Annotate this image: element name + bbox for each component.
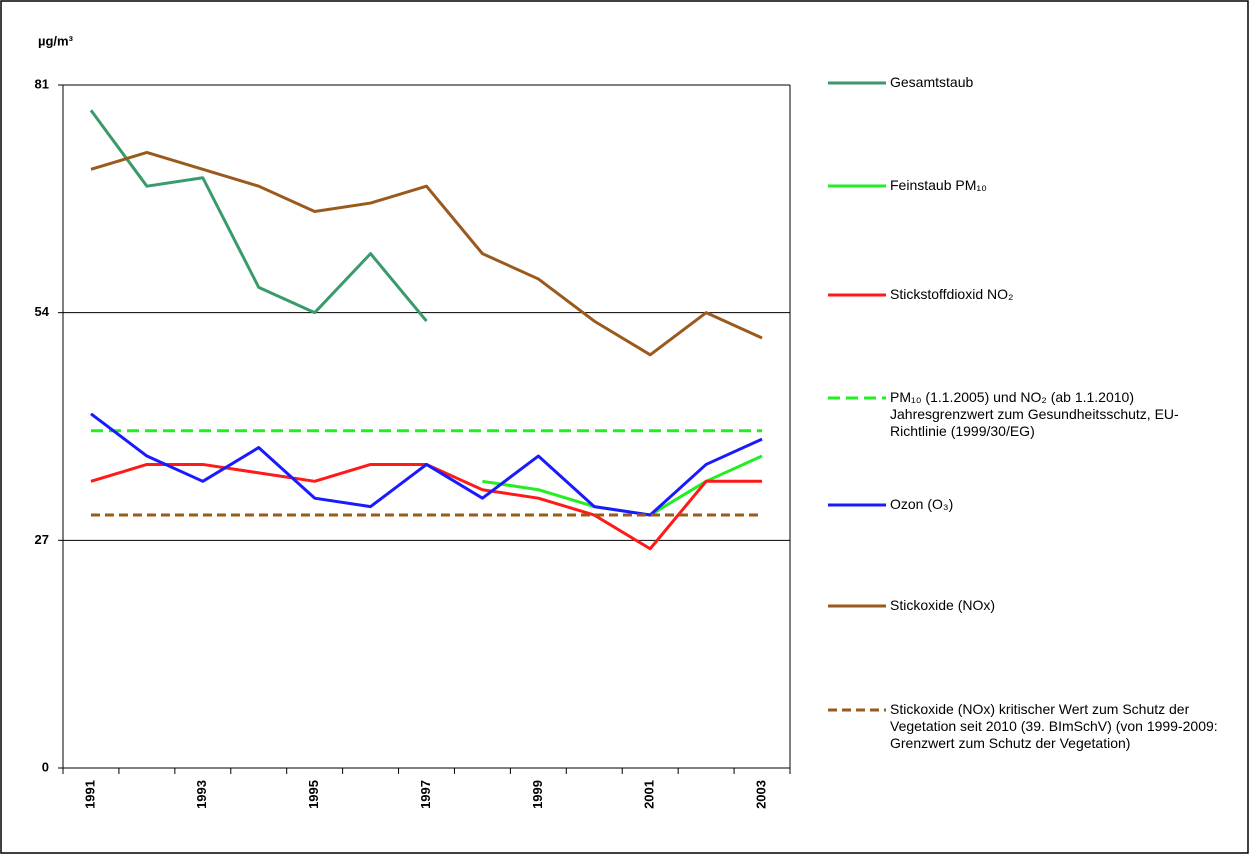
legend-label: Stickstoffdioxid NO₂ [890, 286, 1014, 302]
legend-label: Stickoxide (NOx) [890, 597, 996, 613]
y-tick-label: 54 [35, 304, 50, 319]
legend-label: PM₁₀ (1.1.2005) und NO₂ (ab 1.1.2010) Ja… [890, 389, 1179, 439]
legend-label: Stickoxide (NOx) kritischer Wert zum Sch… [890, 701, 1218, 751]
x-tick-label: 1999 [530, 780, 545, 809]
x-tick-label: 1997 [418, 780, 433, 809]
y-tick-label: 27 [35, 532, 49, 547]
series-line [90, 150, 763, 357]
x-tick-label: 2003 [753, 780, 768, 809]
legend-label: Ozon (O₃) [890, 496, 954, 512]
legend-label: Feinstaub PM₁₀ [890, 177, 987, 193]
x-tick-label: 1991 [82, 780, 97, 809]
y-tick-label: 0 [42, 759, 49, 774]
series-line [89, 109, 428, 323]
x-tick-label: 1993 [194, 780, 209, 809]
x-tick-label: 2001 [642, 780, 657, 809]
y-axis-label: µg/m³ [38, 33, 74, 48]
legend-label: Gesamtstaub [890, 74, 974, 90]
y-tick-label: 81 [35, 76, 49, 91]
x-tick-label: 1995 [306, 780, 321, 809]
series-line [90, 412, 763, 517]
